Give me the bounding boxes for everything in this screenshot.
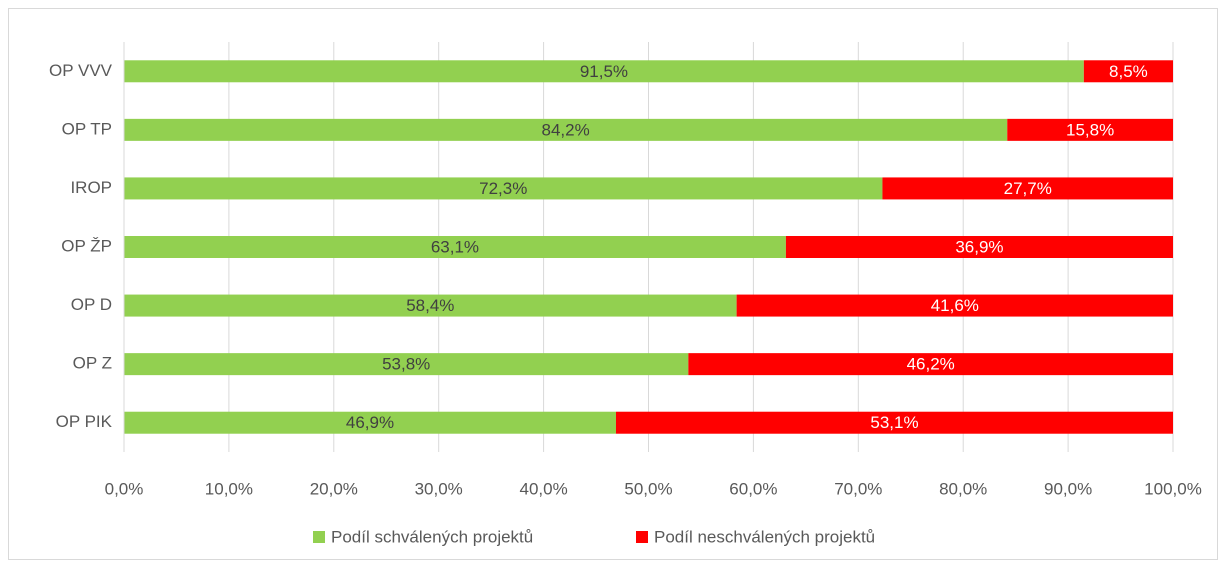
y-tick-label: OP PIK <box>56 412 113 431</box>
y-tick-label: OP TP <box>62 119 112 138</box>
bar-segment <box>124 294 737 317</box>
bar-segment <box>785 236 1173 258</box>
data-label: 72,3% <box>479 179 527 198</box>
bar-segment <box>124 177 883 200</box>
legend-label: Podíl schválených projektů <box>331 527 533 546</box>
x-tick-label: 90,0% <box>1044 479 1092 498</box>
bar-segment <box>124 118 1008 141</box>
y-tick-label: OP VVV <box>49 61 113 80</box>
bar-segment <box>124 353 689 376</box>
data-label: 46,9% <box>346 413 394 432</box>
bar-segment <box>1007 118 1173 141</box>
legend-swatch <box>636 531 648 543</box>
data-label: 46,2% <box>907 355 955 374</box>
bar-segment <box>688 353 1173 376</box>
bar-segment <box>124 411 616 434</box>
y-tick-label: OP ŽP <box>61 236 112 255</box>
x-tick-label: 50,0% <box>624 479 672 498</box>
y-tick-label: OP D <box>71 295 112 314</box>
x-tick-label: 40,0% <box>519 479 567 498</box>
bar-segment <box>615 411 1173 434</box>
data-label: 53,8% <box>382 355 430 374</box>
data-label: 53,1% <box>870 413 918 432</box>
data-label: 41,6% <box>931 296 979 315</box>
data-label: 15,8% <box>1066 120 1114 139</box>
data-label: 27,7% <box>1004 179 1052 198</box>
x-tick-label: 0,0% <box>105 479 144 498</box>
x-tick-label: 80,0% <box>939 479 987 498</box>
x-tick-label: 10,0% <box>205 479 253 498</box>
x-tick-label: 100,0% <box>1144 479 1202 498</box>
x-tick-label: 70,0% <box>834 479 882 498</box>
x-tick-label: 30,0% <box>415 479 463 498</box>
legend-swatch <box>313 531 325 543</box>
x-tick-label: 20,0% <box>310 479 358 498</box>
bar-segment <box>124 60 1084 83</box>
legend-label: Podíl neschválených projektů <box>654 527 875 546</box>
data-label: 91,5% <box>580 62 628 81</box>
bar-segment <box>1083 60 1173 83</box>
data-label: 84,2% <box>542 120 590 139</box>
data-label: 36,9% <box>955 237 1003 256</box>
y-tick-label: OP Z <box>73 354 112 373</box>
bar-segment <box>736 294 1173 317</box>
y-tick-label: IROP <box>70 178 112 197</box>
bar-segment <box>124 236 786 258</box>
bar-segment <box>882 177 1173 200</box>
data-label: 58,4% <box>406 296 454 315</box>
data-label: 8,5% <box>1109 62 1148 81</box>
chart-border <box>8 8 1218 560</box>
x-tick-label: 60,0% <box>729 479 777 498</box>
data-label: 63,1% <box>431 237 479 256</box>
